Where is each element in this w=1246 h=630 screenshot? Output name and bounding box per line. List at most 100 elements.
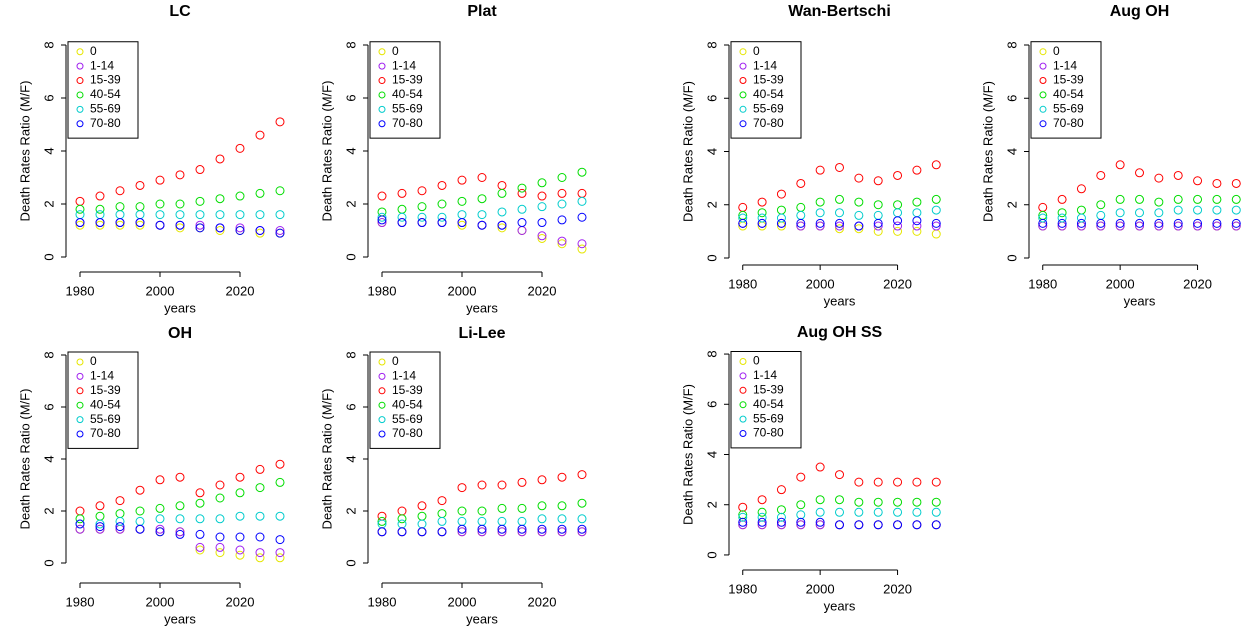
legend-label: 40-54 xyxy=(90,87,121,101)
point xyxy=(215,532,225,542)
x-tick-label: 2020 xyxy=(1183,276,1212,291)
point xyxy=(557,239,567,249)
point xyxy=(417,202,427,212)
point xyxy=(75,204,85,214)
point xyxy=(1212,218,1222,228)
point xyxy=(175,514,185,524)
y-axis-label: Death Rates Ratio (M/F) xyxy=(680,384,695,525)
point xyxy=(255,228,265,238)
y-tick-label: 0 xyxy=(1004,254,1019,261)
point xyxy=(477,210,487,220)
point xyxy=(757,213,767,223)
legend-label: 1-14 xyxy=(392,369,416,383)
point xyxy=(796,517,806,527)
point xyxy=(796,178,806,188)
point xyxy=(738,213,748,223)
x-tick-label: 2020 xyxy=(528,594,557,609)
point xyxy=(497,524,507,534)
point xyxy=(1115,218,1125,228)
legend-label: 70-80 xyxy=(392,116,423,130)
point xyxy=(1115,208,1125,218)
point xyxy=(175,210,185,220)
point xyxy=(115,522,125,532)
legend-marker xyxy=(378,91,386,99)
point xyxy=(931,194,941,204)
point xyxy=(815,517,825,527)
point xyxy=(1193,205,1203,215)
point xyxy=(255,210,265,220)
point xyxy=(255,511,265,521)
legend-label: 15-39 xyxy=(90,383,121,397)
point xyxy=(854,173,864,183)
point xyxy=(931,221,941,231)
legend-label: 15-39 xyxy=(1053,73,1084,87)
point xyxy=(776,485,786,495)
point xyxy=(235,223,245,233)
x-tick-label: 2020 xyxy=(528,283,557,298)
point xyxy=(1231,221,1241,231)
y-tick-label: 6 xyxy=(1004,95,1019,102)
point xyxy=(437,496,447,506)
panel-title: Aug OH SS xyxy=(797,324,883,341)
point xyxy=(275,459,285,469)
point xyxy=(757,517,767,527)
point xyxy=(537,178,547,188)
point xyxy=(75,506,85,516)
point xyxy=(517,204,527,214)
point xyxy=(1135,208,1144,218)
point xyxy=(457,220,467,230)
point xyxy=(377,516,387,526)
point xyxy=(1096,218,1106,228)
legend-marker xyxy=(378,48,386,56)
point xyxy=(931,160,941,170)
legend-label: 70-80 xyxy=(1053,116,1084,130)
point xyxy=(397,506,407,516)
point xyxy=(796,221,806,231)
point xyxy=(873,210,883,220)
legend-marker xyxy=(739,105,747,113)
legend-label: 0 xyxy=(392,44,399,58)
point xyxy=(155,199,165,209)
point xyxy=(854,221,864,231)
legend-marker xyxy=(1039,120,1047,128)
point xyxy=(95,519,105,529)
point xyxy=(517,503,527,513)
legend-marker xyxy=(76,358,84,366)
point xyxy=(835,507,844,517)
point xyxy=(912,197,922,207)
panel: Li-Lee 0 2 4 6 8 Death Rates Ratio (M/F) 1980 20… xyxy=(319,325,587,626)
point xyxy=(1057,213,1067,223)
point xyxy=(135,218,145,228)
x-axis-label: years xyxy=(164,300,196,315)
point xyxy=(75,210,85,220)
point xyxy=(854,507,864,517)
point xyxy=(195,196,205,206)
y-tick-label: 8 xyxy=(41,351,56,358)
legend-marker xyxy=(739,48,747,56)
panel-title: LC xyxy=(169,3,191,20)
legend-marker xyxy=(739,386,747,394)
legend-label: 1-14 xyxy=(392,58,416,72)
point xyxy=(1212,178,1222,188)
legend-box xyxy=(369,351,441,449)
x-axis-label: years xyxy=(164,611,196,626)
point xyxy=(275,477,285,487)
legend-label: 0 xyxy=(753,44,760,58)
point xyxy=(477,527,487,537)
point xyxy=(275,186,285,196)
point xyxy=(417,511,427,521)
point xyxy=(893,507,903,517)
legend-label: 55-69 xyxy=(392,412,423,426)
point xyxy=(497,220,507,230)
point xyxy=(577,196,587,206)
legend-marker xyxy=(378,358,386,366)
point xyxy=(175,501,185,511)
point xyxy=(75,514,85,524)
x-tick-label: 1980 xyxy=(1028,276,1057,291)
point xyxy=(95,204,105,214)
point xyxy=(757,495,767,505)
x-tick-label: 1980 xyxy=(728,276,757,291)
y-tick-label: 0 xyxy=(343,559,358,566)
point xyxy=(537,527,547,537)
